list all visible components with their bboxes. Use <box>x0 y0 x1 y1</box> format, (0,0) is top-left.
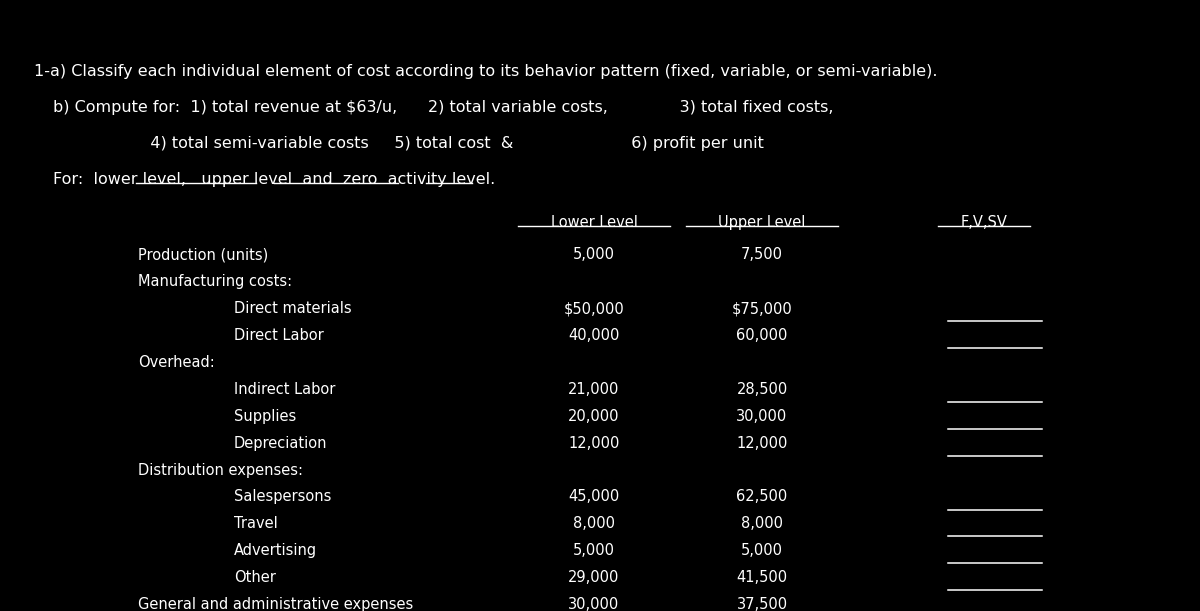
Text: $75,000: $75,000 <box>732 301 792 316</box>
Text: 60,000: 60,000 <box>737 328 787 343</box>
Text: Lower Level: Lower Level <box>551 215 637 230</box>
Text: $50,000: $50,000 <box>564 301 624 316</box>
Text: 30,000: 30,000 <box>569 597 619 611</box>
Text: Other: Other <box>234 570 276 585</box>
Text: 1-a) Classify each individual element of cost according to its behavior pattern : 1-a) Classify each individual element of… <box>34 64 937 79</box>
Text: Travel: Travel <box>234 516 277 532</box>
Text: Advertising: Advertising <box>234 543 317 558</box>
Text: Production (units): Production (units) <box>138 247 269 263</box>
Text: Depreciation: Depreciation <box>234 436 328 451</box>
Text: 45,000: 45,000 <box>569 489 619 505</box>
Text: Distribution expenses:: Distribution expenses: <box>138 463 302 478</box>
Text: 12,000: 12,000 <box>569 436 619 451</box>
Text: 62,500: 62,500 <box>737 489 787 505</box>
Text: 20,000: 20,000 <box>569 409 619 424</box>
Text: 5,000: 5,000 <box>742 543 784 558</box>
Text: 5,000: 5,000 <box>574 247 616 263</box>
Text: For:  lower level,   upper level  and  zero  activity level.: For: lower level, upper level and zero a… <box>53 172 496 188</box>
Text: Supplies: Supplies <box>234 409 296 424</box>
Text: 5,000: 5,000 <box>574 543 616 558</box>
Text: 7,500: 7,500 <box>742 247 784 263</box>
Text: 12,000: 12,000 <box>737 436 787 451</box>
Text: 30,000: 30,000 <box>737 409 787 424</box>
Text: Overhead:: Overhead: <box>138 355 215 370</box>
Text: 40,000: 40,000 <box>569 328 619 343</box>
Text: 29,000: 29,000 <box>569 570 619 585</box>
Text: 8,000: 8,000 <box>574 516 616 532</box>
Text: 4) total semi-variable costs     5) total cost  &                       6) profi: 4) total semi-variable costs 5) total co… <box>53 136 763 152</box>
Text: 8,000: 8,000 <box>742 516 784 532</box>
Text: 37,500: 37,500 <box>737 597 787 611</box>
Text: Direct materials: Direct materials <box>234 301 352 316</box>
Text: Indirect Labor: Indirect Labor <box>234 382 335 397</box>
Text: b) Compute for:  1) total revenue at $63/u,      2) total variable costs,       : b) Compute for: 1) total revenue at $63/… <box>53 100 833 115</box>
Text: 41,500: 41,500 <box>737 570 787 585</box>
Text: 28,500: 28,500 <box>737 382 787 397</box>
Text: General and administrative expenses: General and administrative expenses <box>138 597 413 611</box>
Text: 21,000: 21,000 <box>569 382 619 397</box>
Text: Manufacturing costs:: Manufacturing costs: <box>138 274 292 290</box>
Text: Salespersons: Salespersons <box>234 489 331 505</box>
Text: Direct Labor: Direct Labor <box>234 328 324 343</box>
Text: Upper Level: Upper Level <box>719 215 805 230</box>
Text: F,V,SV: F,V,SV <box>960 215 1008 230</box>
